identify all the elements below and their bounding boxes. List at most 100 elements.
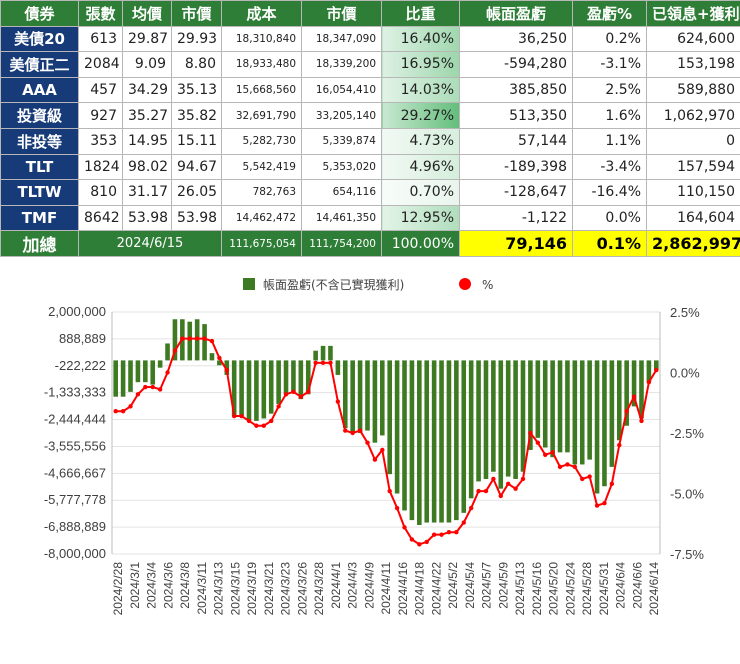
- cell-cost: 14,462,472: [221, 204, 302, 232]
- left-tick-label: 888,889: [59, 331, 106, 346]
- pct-point: [306, 389, 311, 395]
- cell-avg: 34.29: [122, 76, 172, 104]
- cell-bond-name: TLTW: [0, 179, 79, 206]
- pl-bar: [120, 360, 126, 397]
- pl-bar: [520, 360, 526, 472]
- cell-cost: 15,668,560: [221, 76, 302, 104]
- pct-point: [513, 486, 518, 491]
- legend-line-label: %: [482, 278, 493, 292]
- cell-bond-name: 美債正二: [0, 51, 79, 78]
- pct-point: [343, 428, 348, 433]
- holdings-table: 債券 張數 均價 市價 成本 市價 比重 帳面盈虧 盈虧% 已領息+獲利 美債2…: [0, 0, 740, 258]
- col-header-pl: 帳面盈虧: [459, 0, 573, 27]
- x-tick-label: 2024/4/18: [413, 562, 427, 616]
- cell-plpct: 1.6%: [572, 102, 647, 129]
- pct-point: [202, 336, 207, 341]
- x-tick-label: 2024/4/9: [362, 562, 376, 609]
- pct-point: [135, 392, 141, 397]
- table-row: 美債正二 2084 9.09 8.80 18,933,480 18,339,200 16.9…: [0, 51, 740, 78]
- cell-value: 18,347,090: [301, 25, 382, 53]
- pct-point: [165, 370, 170, 375]
- pct-point: [187, 336, 192, 341]
- cell-plpct: -3.1%: [572, 51, 647, 78]
- col-header-weight: 比重: [381, 0, 460, 27]
- pl-bar: [417, 360, 422, 525]
- col-header-plpct: 盈虧%: [572, 0, 647, 27]
- pl-bar: [268, 360, 274, 414]
- cell-bond-name: AAA: [0, 76, 79, 104]
- pct-point: [394, 505, 400, 511]
- x-tick-label: 2024/5/4: [463, 562, 477, 609]
- cell-value: 5,339,874: [301, 127, 382, 155]
- pct-point: [120, 409, 126, 414]
- legend-bar-swatch: [243, 278, 255, 290]
- cell-plpct: -16.4%: [572, 179, 647, 206]
- pl-bar: [439, 360, 444, 523]
- pct-point: [461, 520, 466, 525]
- pct-point: [646, 379, 652, 385]
- cell-qty: 353: [78, 127, 123, 155]
- pl-bar: [654, 360, 659, 371]
- cell-qty: 613: [78, 25, 123, 53]
- x-axis: 2024/2/28 2024/3/1 2024/3/4 2024/3/6 2024/3/…: [111, 562, 661, 616]
- pct-point: [468, 505, 474, 511]
- pl-bar: [239, 360, 244, 417]
- pct-point: [335, 399, 341, 404]
- pct-point: [209, 338, 215, 344]
- pl-bar: [483, 360, 489, 479]
- pct-point: [446, 530, 452, 535]
- table-row: TLTW 810 31.17 26.05 782,763 654,116 0.70% -128…: [0, 179, 740, 206]
- pct-point: [143, 384, 148, 390]
- pl-bar: [528, 360, 533, 450]
- pl-bar: [535, 360, 541, 438]
- pct-point: [550, 450, 555, 455]
- pct-point: [587, 474, 592, 479]
- pl-bar: [594, 360, 600, 494]
- pl-bar: [128, 360, 133, 392]
- left-tick-label: -6,888,889: [44, 519, 106, 534]
- cell-income: 164,604: [646, 204, 740, 232]
- x-tick-label: 2024/3/8: [178, 562, 192, 609]
- chart-legend: 帳面盈虧(不含已實現獲利) %: [243, 277, 493, 292]
- col-header-avg: 均價: [122, 0, 172, 27]
- cell-income: 589,880: [646, 76, 740, 104]
- pl-bar: [335, 360, 341, 375]
- right-tick-label: -2.5%: [670, 426, 704, 441]
- pct-point: [328, 360, 333, 366]
- pl-bar: [587, 360, 592, 460]
- pl-bar: [224, 360, 230, 375]
- pl-bar: [217, 360, 222, 366]
- cell-price: 35.82: [171, 102, 222, 129]
- cell-income: 157,594: [646, 153, 740, 181]
- pl-bar: [113, 360, 118, 397]
- left-tick-label: -3,555,556: [44, 438, 106, 453]
- pl-bar: [298, 360, 304, 400]
- cell-weight: 12.95%: [381, 204, 460, 232]
- pct-point: [194, 336, 200, 341]
- pl-bar: [357, 360, 363, 433]
- pl-bar: [402, 360, 407, 511]
- pl-bar: [246, 360, 252, 421]
- pl-chart: 帳面盈虧(不含已實現獲利) % 2,000,000 888,889 -222,222…: [44, 277, 705, 616]
- table-row: TLT 1824 98.02 94.67 5,542,419 5,353,020 4.96%…: [0, 153, 740, 181]
- pl-bar: [550, 360, 555, 458]
- x-tick-label: 2024/5/28: [580, 562, 594, 616]
- cell-qty: 8642: [78, 204, 123, 232]
- cell-avg: 53.98: [122, 204, 172, 232]
- pl-bar: [468, 360, 474, 499]
- pct-point: [535, 440, 541, 445]
- cell-pl: 513,350: [459, 102, 573, 129]
- pct-point: [624, 409, 629, 414]
- cell-cost: 18,933,480: [221, 51, 302, 78]
- pl-bar: [616, 360, 622, 441]
- pl-bar: [305, 360, 311, 395]
- pct-point: [365, 440, 370, 445]
- x-tick-label: 2024/4/1: [329, 562, 343, 609]
- pl-bar: [328, 345, 333, 361]
- pct-point: [594, 503, 600, 508]
- pct-point: [417, 542, 422, 547]
- pl-bar: [209, 353, 215, 361]
- left-tick-label: -4,666,667: [44, 465, 106, 480]
- pl-bar: [431, 360, 437, 523]
- pct-point: [491, 476, 496, 482]
